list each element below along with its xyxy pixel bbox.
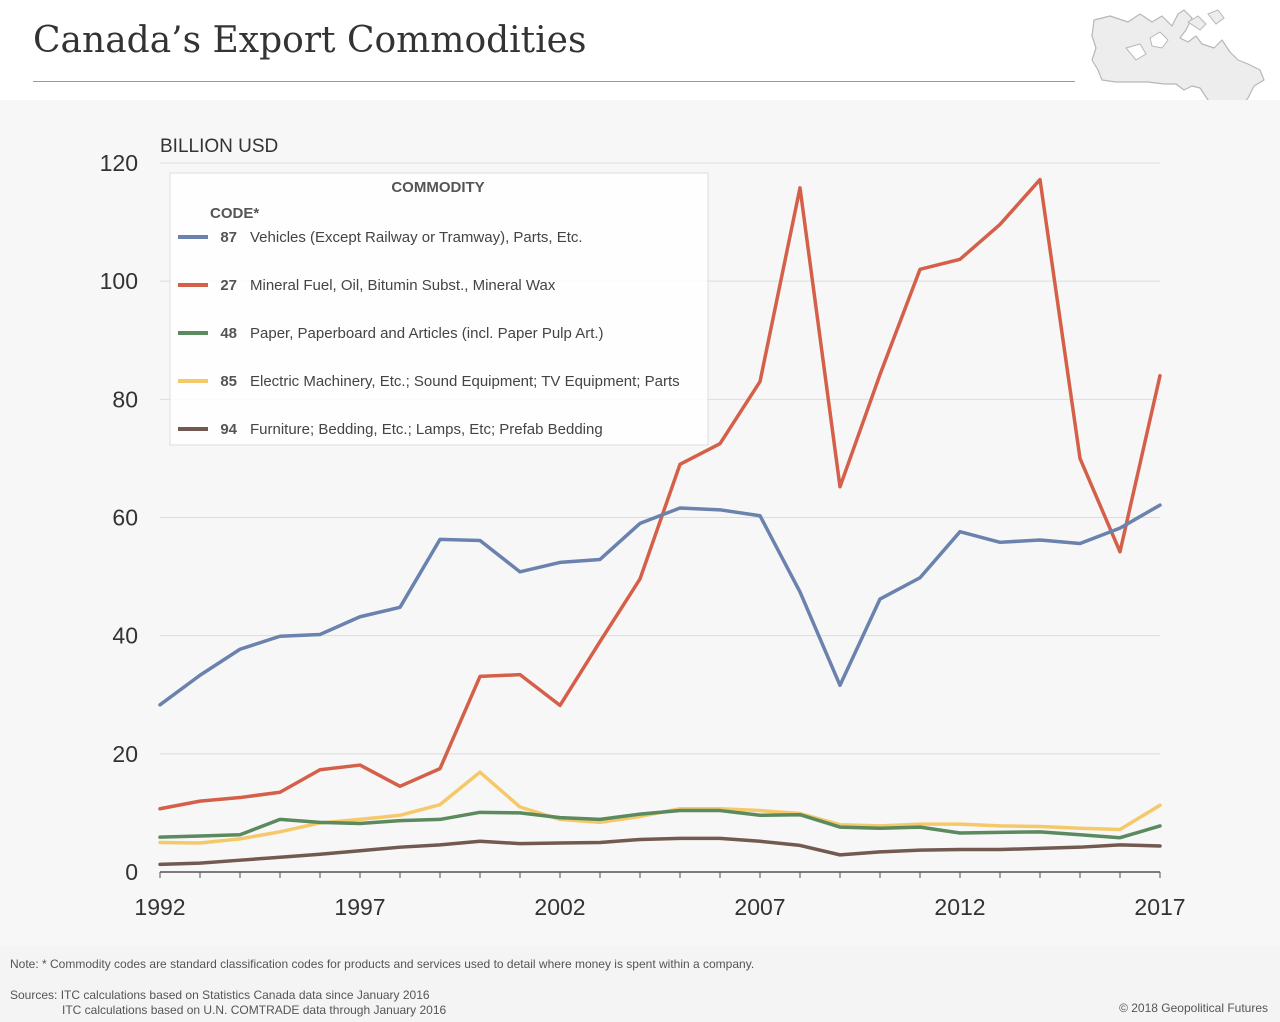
legend-title: COMMODITY: [391, 179, 484, 196]
canada-map-icon: [1091, 9, 1265, 119]
title-divider: [33, 81, 1075, 82]
series-line-48: [158, 808, 1162, 840]
legend-code: 87: [220, 229, 237, 246]
source-line-2: ITC calculations based on U.N. COMTRADE …: [62, 1003, 447, 1017]
legend-label: Mineral Fuel, Oil, Bitumin Subst., Miner…: [250, 277, 556, 294]
legend-label: Electric Machinery, Etc.; Sound Equipmen…: [250, 373, 680, 390]
y-tick-label: 120: [100, 150, 138, 176]
y-tick-label: 40: [112, 623, 138, 649]
footnote: Note: * Commodity codes are standard cla…: [10, 957, 755, 971]
legend-box: [169, 172, 709, 446]
x-tick-label: 2017: [1134, 894, 1185, 920]
legend-code: 94: [220, 421, 237, 438]
legend-code: 85: [220, 373, 237, 390]
y-tick-label: 80: [112, 386, 138, 412]
x-tick-label: 1992: [134, 894, 185, 920]
footer: [0, 946, 1280, 1022]
x-tick-label: 2002: [534, 894, 585, 920]
series-line-87: [158, 503, 1162, 707]
legend-label: Furniture; Bedding, Etc.; Lamps, Etc; Pr…: [250, 421, 603, 438]
x-tick-label: 1997: [334, 894, 385, 920]
x-tick-label: 2012: [934, 894, 985, 920]
series-line-27: [158, 177, 1162, 811]
header: Canada’s Export Commodities: [0, 0, 1280, 119]
legend-label: Vehicles (Except Railway or Tramway), Pa…: [250, 229, 583, 246]
y-tick-label: 0: [125, 859, 138, 885]
legend-label: Paper, Paperboard and Articles (incl. Pa…: [250, 325, 604, 342]
x-tick-label: 2007: [734, 894, 785, 920]
y-tick-label: 60: [112, 505, 138, 531]
page-title: Canada’s Export Commodities: [33, 20, 587, 61]
legend-code: 27: [220, 277, 237, 294]
y-tick-label: 20: [112, 741, 138, 767]
legend: COMMODITY CODE* 87 Vehicles (Except Railw…: [169, 172, 709, 446]
series-line-94: [158, 836, 1162, 867]
legend-code-header: CODE*: [210, 205, 259, 222]
line-chart: BILLION USD 0 20 40 60 80 100 120 1992 1997 2002…: [100, 136, 1186, 920]
copyright: © 2018 Geopolitical Futures: [1119, 1001, 1268, 1015]
source-line-1: Sources: ITC calculations based on Stati…: [10, 988, 430, 1002]
y-axis-unit: BILLION USD: [160, 136, 278, 157]
y-tick-label: 100: [100, 268, 138, 294]
legend-code: 48: [220, 325, 237, 342]
